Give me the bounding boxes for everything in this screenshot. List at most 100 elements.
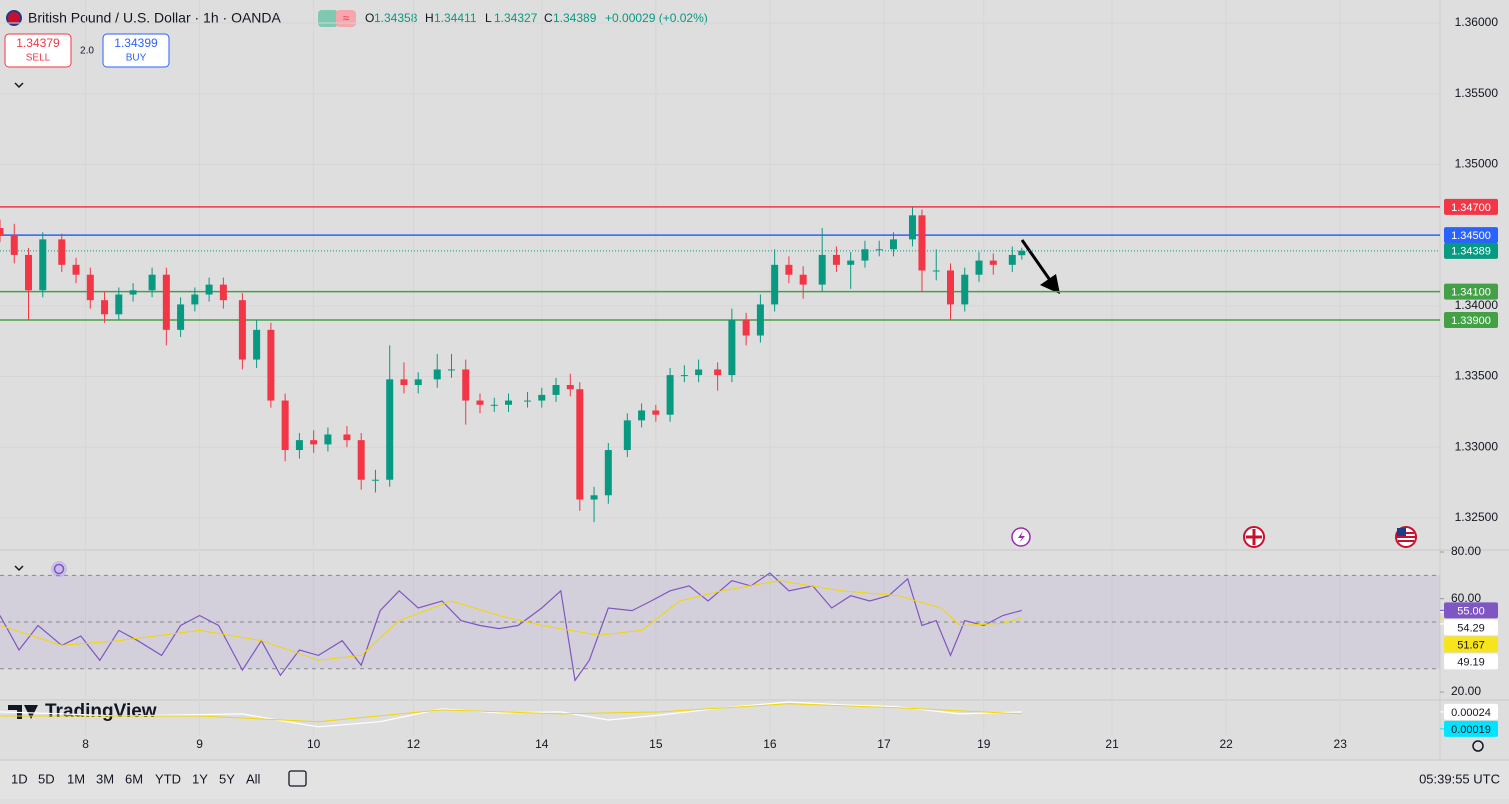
candle-body: [386, 379, 394, 480]
buy-button[interactable]: [102, 33, 170, 68]
x-tick-label: 19: [977, 737, 991, 751]
range-button[interactable]: 1D: [11, 771, 28, 786]
candle-body: [799, 274, 807, 285]
candle-body: [343, 434, 351, 441]
candle-body: [771, 264, 779, 305]
candle-body: [932, 270, 940, 272]
candle-body: [86, 274, 94, 301]
candle-body: [462, 369, 470, 401]
y-tick-label: 1.33500: [1455, 369, 1499, 383]
value-label-bg: [1444, 619, 1498, 636]
drawing-arrow-head: [1040, 274, 1060, 294]
candle-body: [162, 274, 170, 330]
candle-body: [10, 235, 18, 255]
candle-body: [908, 215, 916, 240]
range-button[interactable]: 6M: [125, 771, 143, 786]
buy-price: 1.34399: [114, 36, 158, 50]
ohlc-key: O: [365, 11, 374, 25]
symbol-title[interactable]: British Pound / U.S. Dollar · 1h · OANDA: [28, 10, 282, 26]
candle-body: [115, 294, 123, 315]
level-label: 1.34100: [1451, 287, 1491, 299]
candle-body: [72, 264, 80, 275]
y-tick-label: 1.36000: [1455, 15, 1499, 29]
candle-body: [875, 249, 883, 251]
candle-body: [177, 304, 185, 330]
candle-body: [756, 304, 764, 336]
candle-body: [861, 249, 869, 261]
candle-body: [490, 404, 498, 406]
event-flag-uk: [1246, 529, 1262, 545]
y-tick-label: 1.34000: [1455, 298, 1499, 312]
collapse-toggle[interactable]: [14, 565, 24, 572]
candle-body: [566, 385, 574, 390]
candle-body: [191, 294, 199, 305]
candle-body: [918, 215, 926, 271]
candle-body: [505, 400, 513, 405]
candle-body: [989, 260, 997, 265]
badge[interactable]: [318, 10, 338, 27]
x-tick-label: 21: [1105, 737, 1119, 751]
range-button[interactable]: 3M: [96, 771, 114, 786]
level-label: 1.34500: [1451, 230, 1491, 242]
x-tick-label: 23: [1334, 737, 1348, 751]
collapse-toggle[interactable]: [14, 82, 24, 89]
candle-body: [847, 260, 855, 265]
candle-body: [552, 385, 560, 395]
candle-body: [680, 375, 688, 377]
sell-button[interactable]: [4, 33, 72, 68]
candle-body: [728, 319, 736, 376]
candle-body: [818, 254, 826, 285]
candle-body: [205, 284, 213, 295]
candle-body: [1018, 250, 1026, 256]
indicator-line: [0, 703, 1022, 723]
value-label-bg: [1444, 720, 1498, 737]
spread: 2.0: [80, 46, 94, 57]
y-tick-label: 80.00: [1451, 544, 1481, 558]
y-tick-label: 1.35500: [1455, 86, 1499, 100]
candle-body: [357, 440, 365, 480]
change: +0.00029 (+0.02%): [605, 11, 708, 25]
candle-body: [604, 450, 612, 496]
x-tick-label: 17: [877, 737, 891, 751]
y-tick-label: 1.35000: [1455, 157, 1499, 171]
candle-body: [129, 290, 137, 295]
value-label-bg: [1444, 703, 1498, 720]
range-button[interactable]: 5Y: [219, 771, 235, 786]
range-button[interactable]: 5D: [38, 771, 55, 786]
y-tick-label: 60.00: [1451, 591, 1481, 605]
range-button[interactable]: 1Y: [192, 771, 208, 786]
candle-body: [524, 400, 532, 402]
candle-body: [576, 389, 584, 500]
settings-icon[interactable]: [1472, 740, 1484, 752]
candle-body: [538, 394, 546, 401]
candle-body: [889, 239, 897, 250]
value-label-bg: [1444, 636, 1498, 653]
level-label-bg: [1444, 198, 1498, 215]
candle-body: [652, 410, 660, 415]
sell-label: SELL: [26, 53, 51, 64]
x-tick-label: 22: [1219, 737, 1233, 751]
range-button[interactable]: 1M: [67, 771, 85, 786]
event-icon: [1018, 531, 1025, 543]
indicator-line: [0, 580, 1022, 661]
brand-name[interactable]: TradingView: [45, 701, 157, 722]
range-button[interactable]: YTD: [155, 771, 181, 786]
last-price-label: 1.34389: [1451, 246, 1491, 258]
x-tick-label: 10: [307, 737, 321, 751]
drawing-arrow[interactable]: [1020, 239, 1054, 284]
bottom-bar: [0, 760, 1509, 799]
value-label: 49.19: [1457, 656, 1485, 668]
sell-price: 1.34379: [16, 36, 60, 50]
candle-body: [961, 274, 969, 305]
candle-body: [476, 400, 484, 405]
x-tick-label: 9: [196, 737, 203, 751]
value-label: 0.00024: [1451, 707, 1491, 719]
clock: 05:39:55 UTC: [1419, 771, 1500, 786]
value-label: 55.00: [1457, 605, 1485, 617]
candle-body: [975, 260, 983, 275]
date-picker[interactable]: [288, 770, 307, 787]
refresh-icon[interactable]: [51, 561, 67, 577]
range-button[interactable]: All: [246, 771, 261, 786]
badge-icon: ≈: [343, 11, 350, 25]
candle-body: [267, 329, 275, 401]
